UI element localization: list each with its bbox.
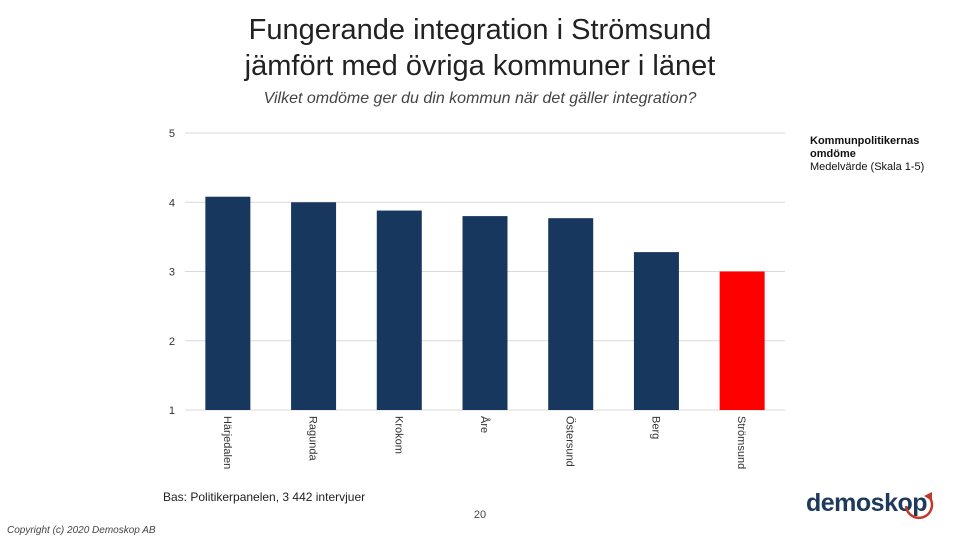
x-tick-label: Härjedalen <box>221 416 233 469</box>
y-tick-label: 4 <box>169 197 175 209</box>
y-tick-label: 3 <box>169 267 175 279</box>
legend: Kommunpolitikernas omdöme Medelvärde (Sk… <box>810 135 950 174</box>
bar-2 <box>376 210 422 410</box>
chart-subtitle: Vilket omdöme ger du din kommun när det … <box>263 90 697 107</box>
bar-0 <box>205 196 251 410</box>
legend-line-1: Kommunpolitikernas omdöme <box>810 135 920 160</box>
page-title: Fungerande integration i Strömsund jämfö… <box>0 12 960 84</box>
bar-1 <box>291 202 337 410</box>
x-tick-label: Åre <box>478 416 491 433</box>
x-tick-label: Strömsund <box>735 416 747 469</box>
copyright-text: Copyright (c) 2020 Demoskop AB <box>7 525 156 536</box>
title-line-1: Fungerande integration i Strömsund <box>248 14 712 46</box>
y-tick-label: 5 <box>169 128 175 140</box>
y-tick-label: 1 <box>169 405 175 417</box>
bar-5 <box>633 252 679 410</box>
bar-4 <box>548 218 594 410</box>
legend-line-2: Medelvärde (Skala 1-5) <box>810 161 925 173</box>
logo-arrow-icon <box>904 492 934 520</box>
bar-6 <box>719 271 765 410</box>
x-tick-label: Östersund <box>564 416 576 467</box>
base-note: Bas: Politikerpanelen, 3 442 intervjuer <box>163 490 366 504</box>
x-tick-label: Ragunda <box>307 416 319 462</box>
page-number: 20 <box>473 509 487 521</box>
title-line-2: jämfört med övriga kommuner i länet <box>244 50 716 82</box>
y-tick-label: 2 <box>169 336 175 348</box>
x-tick-label: Krokom <box>392 416 404 454</box>
bar-3 <box>462 216 508 410</box>
x-tick-label: Berg <box>649 416 661 439</box>
